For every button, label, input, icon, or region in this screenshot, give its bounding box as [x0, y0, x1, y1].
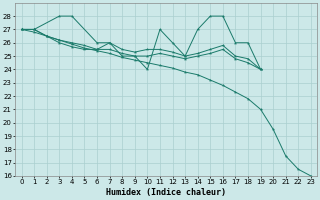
X-axis label: Humidex (Indice chaleur): Humidex (Indice chaleur) [106, 188, 226, 197]
